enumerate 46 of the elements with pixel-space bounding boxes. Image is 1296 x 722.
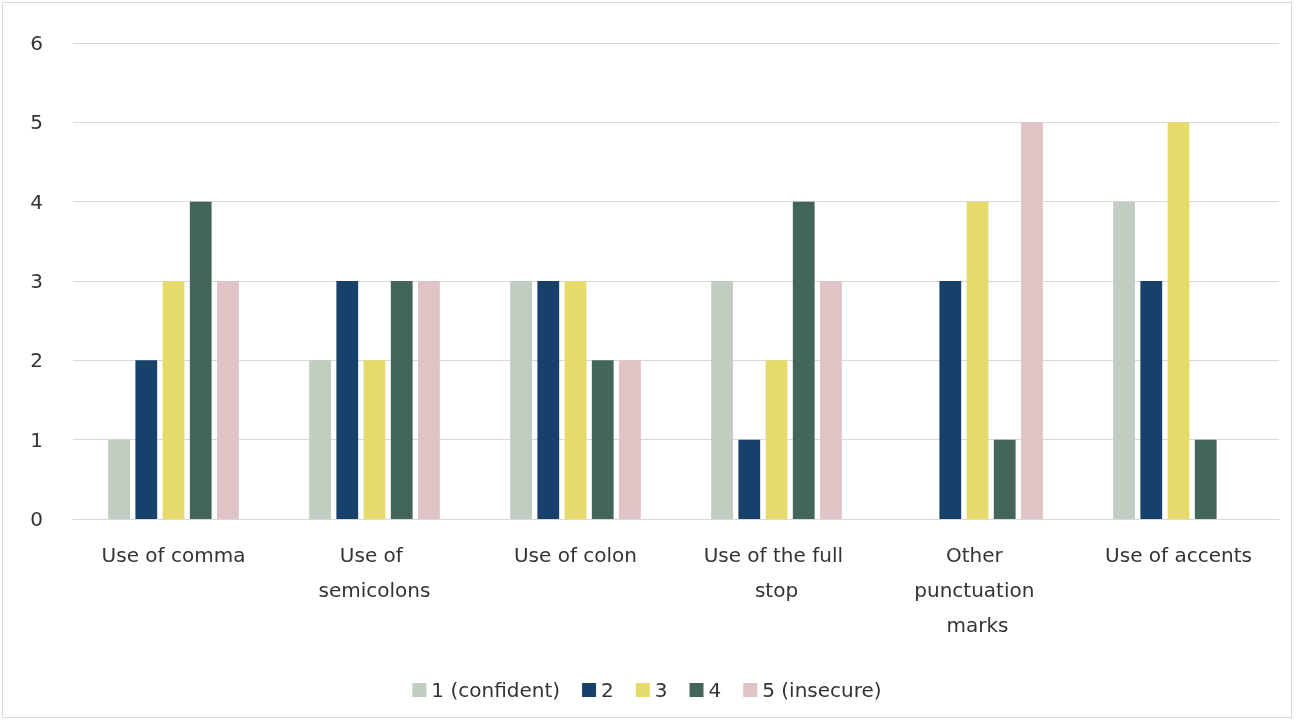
bar <box>591 360 614 519</box>
y-tick-label: 2 <box>30 348 43 373</box>
bar <box>966 201 989 519</box>
bar <box>711 281 733 519</box>
x-tick-label: Use of the full stop <box>703 542 850 602</box>
bar <box>189 201 212 519</box>
bar <box>309 360 331 519</box>
legend-label: 4 <box>708 678 722 702</box>
bar <box>1167 122 1190 519</box>
bar <box>564 281 587 519</box>
bar <box>765 360 788 519</box>
x-tick-label: Use of colon <box>513 542 638 567</box>
y-tick-label: 3 <box>30 269 43 293</box>
x-tick-label: Use of comma <box>101 542 246 567</box>
legend-label: 5 (insecure) <box>762 678 882 702</box>
x-tick-label: Other punctuation marks <box>914 542 1041 637</box>
bar <box>162 281 185 519</box>
y-tick-label: 5 <box>30 110 43 135</box>
bar <box>939 281 962 519</box>
bar <box>390 281 413 519</box>
x-tick-label: Use of semicolons <box>318 542 431 602</box>
bar <box>619 360 641 519</box>
bar <box>993 439 1016 519</box>
bar <box>135 360 158 519</box>
bar <box>537 281 560 519</box>
bar <box>363 360 386 519</box>
bar <box>1113 201 1135 519</box>
bar <box>418 281 440 519</box>
legend-label: 2 <box>601 678 614 702</box>
bar <box>510 281 532 519</box>
y-tick-label: 0 <box>30 507 43 531</box>
legend-label: 3 <box>654 678 668 702</box>
bar <box>1021 122 1043 519</box>
bar <box>738 439 761 519</box>
bar <box>217 281 239 519</box>
bar <box>820 281 842 519</box>
bar <box>108 439 130 519</box>
bar <box>1140 281 1163 519</box>
y-tick-label: 4 <box>30 189 43 214</box>
bar <box>1194 439 1217 519</box>
bar <box>792 201 815 519</box>
y-tick-label: 6 <box>30 31 43 55</box>
legend-label: 1 (confident) <box>431 678 561 702</box>
bar <box>336 281 359 519</box>
x-tick-label: Use of accents <box>1105 542 1252 567</box>
y-tick-label: 1 <box>30 427 43 452</box>
